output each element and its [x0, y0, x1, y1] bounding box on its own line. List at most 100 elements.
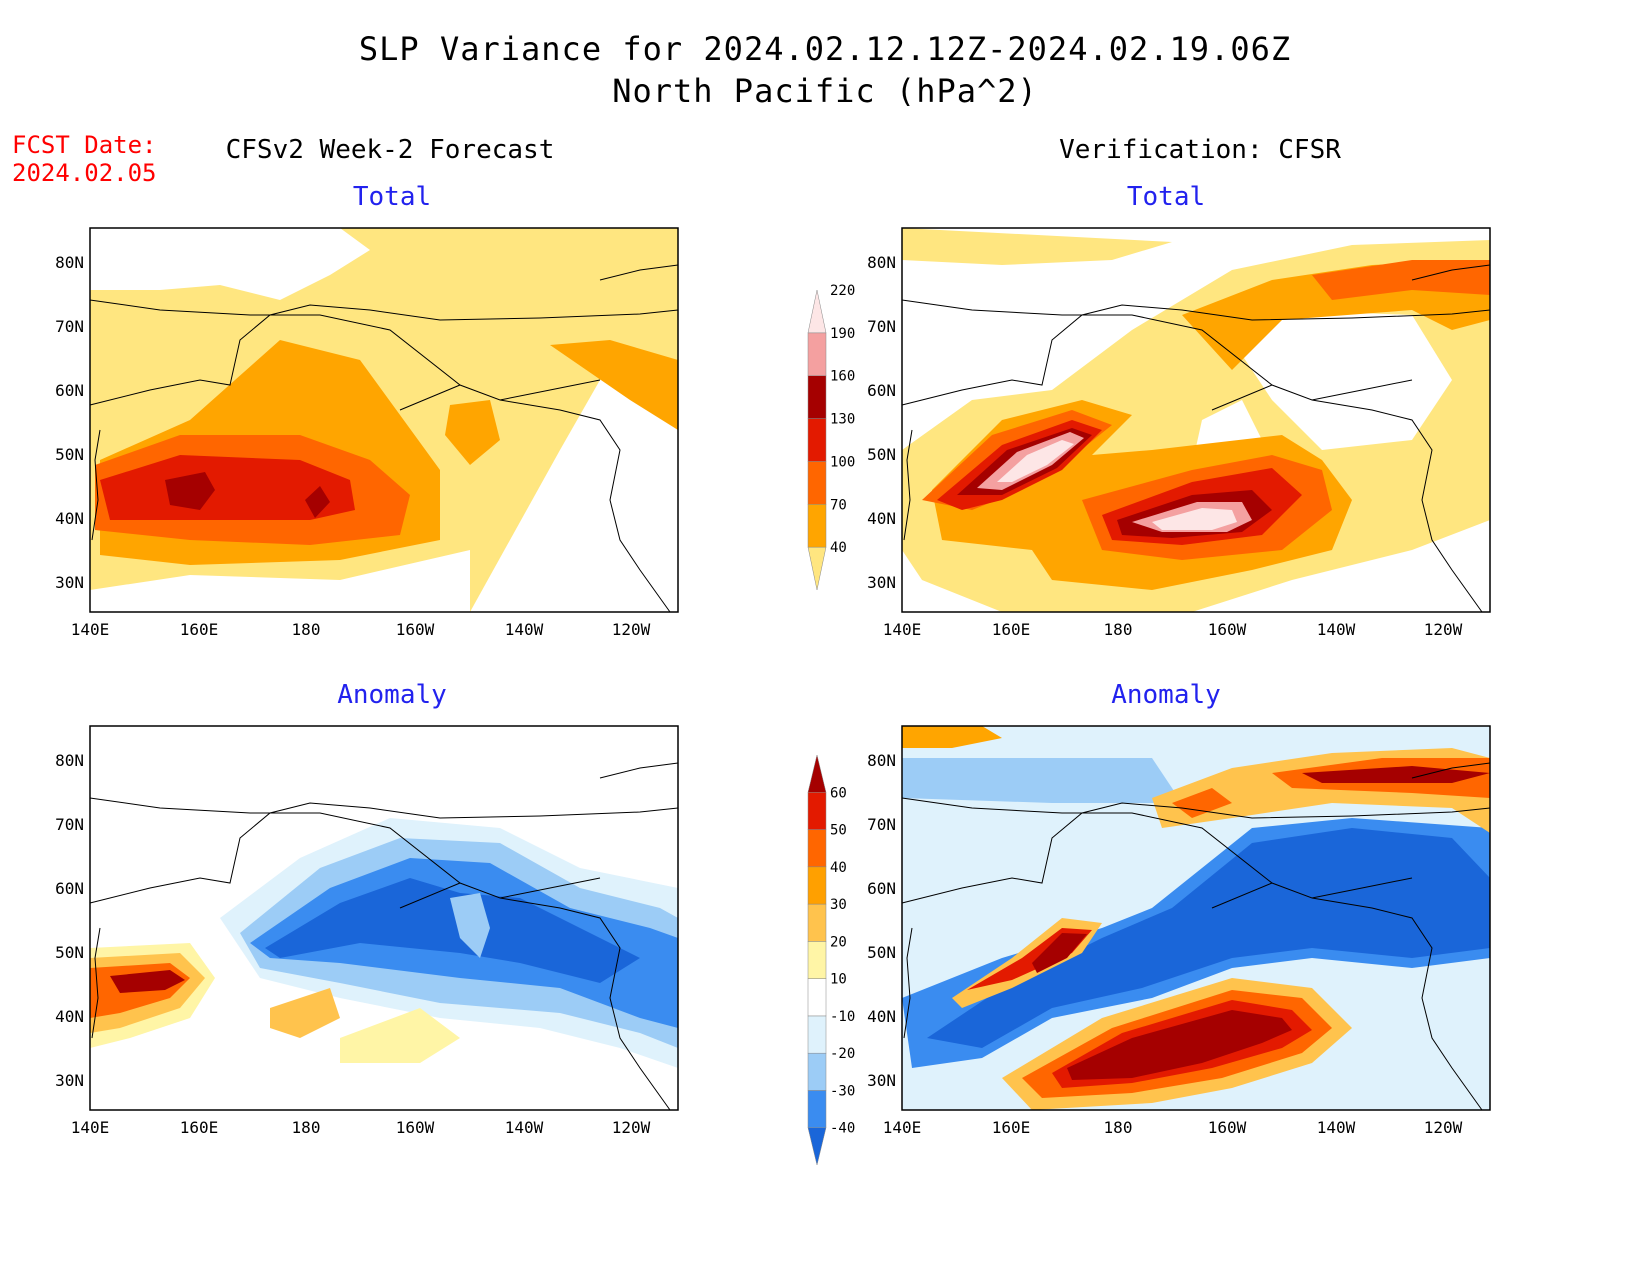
lon-tick-label: 140W: [1316, 620, 1356, 639]
colorbar-level-label: -40: [830, 1121, 855, 1137]
contour-fill-forecast-total: [90, 228, 678, 612]
colorbar-swatch: [807, 461, 827, 505]
lat-tick-label: 70N: [55, 815, 84, 834]
colorbar-swatch: [807, 332, 827, 376]
colorbar-level-label: -10: [830, 1009, 855, 1025]
colorbar-level-label: 60: [830, 785, 847, 801]
lat-tick-label: 50N: [55, 943, 84, 962]
colorbar-level-label: 100: [830, 454, 855, 470]
main-subtitle: North Pacific (hPa^2): [612, 72, 1038, 110]
lon-tick-label: 140W: [504, 620, 544, 639]
map-verification-total: [901, 227, 1491, 613]
lon-tick-label: 160W: [395, 620, 435, 639]
lon-tick-label: 180: [1103, 1118, 1133, 1137]
lat-tick-label: 50N: [867, 943, 896, 962]
lon-tick-label: 140E: [70, 620, 110, 639]
lat-tick-label: 80N: [867, 253, 896, 272]
lat-tick-label: 60N: [55, 879, 84, 898]
colorbar-swatch: [807, 504, 827, 548]
colorbar-total: 40 70 100 130 160 190 220: [807, 283, 855, 591]
lon-tick-label: 140W: [1316, 1118, 1356, 1137]
colorbar-swatch: [807, 1015, 827, 1054]
colorbar-swatch: [807, 289, 827, 334]
lat-tick-label: 40N: [867, 1007, 896, 1026]
lon-tick-label: 120W: [1423, 620, 1463, 639]
panel-title-forecast-total: Total: [352, 182, 432, 212]
colorbar-level-label: 20: [830, 934, 847, 950]
lat-tick-label: 80N: [867, 751, 896, 770]
lat-tick-label: 30N: [55, 573, 84, 592]
lat-tick-label: 50N: [867, 445, 896, 464]
lat-tick-label: 30N: [867, 573, 896, 592]
verification-column-title: Verification: CFSR: [1059, 135, 1341, 165]
colorbar-swatch: [807, 829, 827, 868]
lat-tick-label: 30N: [55, 1071, 84, 1090]
lat-tick-label: 70N: [867, 317, 896, 336]
lon-tick-label: 120W: [611, 620, 651, 639]
lat-tick-label: 70N: [867, 815, 896, 834]
lon-tick-label: 160W: [1207, 1118, 1247, 1137]
colorbar-level-label: 40: [830, 540, 847, 556]
main-title: SLP Variance for 2024.02.12.12Z-2024.02.…: [358, 30, 1292, 68]
lat-tick-label: 50N: [55, 445, 84, 464]
map-forecast-total: [89, 227, 679, 613]
lon-tick-label: 160E: [991, 620, 1031, 639]
map-verification-anomaly: [901, 725, 1491, 1111]
lon-tick-label: 140W: [504, 1118, 544, 1137]
lat-tick-label: 30N: [867, 1071, 896, 1090]
colorbar-swatch: [807, 754, 827, 793]
lon-tick-label: 160W: [1207, 620, 1247, 639]
panel-title-verification-anomaly: Anomaly: [1111, 680, 1221, 710]
colorbar-level-label: -20: [830, 1046, 855, 1062]
colorbar-level-label: 160: [830, 369, 855, 385]
lat-tick-label: 40N: [55, 509, 84, 528]
lat-tick-label: 70N: [55, 317, 84, 336]
map-forecast-anomaly: [89, 725, 679, 1111]
lat-tick-label: 80N: [55, 253, 84, 272]
colorbar-swatch: [807, 903, 827, 942]
colorbar-swatch: [807, 418, 827, 462]
lon-tick-label: 180: [1103, 620, 1133, 639]
lat-tick-label: 60N: [55, 381, 84, 400]
colorbar-swatch: [807, 375, 827, 419]
colorbar-swatch: [807, 978, 827, 1017]
forecast-column-title: CFSv2 Week-2 Forecast: [225, 135, 555, 165]
lon-tick-label: 140E: [882, 1118, 922, 1137]
contour-fill-verification-anomaly: [902, 726, 1490, 1110]
lon-tick-label: 120W: [611, 1118, 651, 1137]
lon-tick-label: 180: [291, 1118, 321, 1137]
coastlines-verification-total: [901, 264, 1491, 613]
coastlines-forecast-anomaly: [89, 762, 679, 1111]
panel-title-verification-total: Total: [1126, 182, 1206, 212]
lon-tick-label: 160E: [179, 620, 219, 639]
colorbar-swatch: [807, 792, 827, 830]
colorbar-anomaly: -40 -30 -20 -10 10 20 30 40 50 60: [807, 754, 855, 1166]
panel-title-forecast-anomaly: Anomaly: [337, 680, 447, 710]
lon-tick-label: 160W: [395, 1118, 435, 1137]
colorbar-level-label: 10: [830, 972, 847, 988]
lon-tick-label: 160E: [179, 1118, 219, 1137]
lon-tick-label: 120W: [1423, 1118, 1463, 1137]
lon-tick-label: 140E: [70, 1118, 110, 1137]
colorbar-level-label: 70: [830, 497, 847, 513]
colorbar-swatch: [807, 941, 827, 979]
colorbar-level-label: 130: [830, 412, 855, 428]
colorbar-swatch: [807, 1052, 827, 1091]
colorbar-level-label: 40: [830, 860, 847, 876]
colorbar-level-label: 50: [830, 823, 847, 839]
colorbar-swatch: [807, 546, 827, 591]
fcst-label: FCST Date:: [12, 131, 157, 159]
lat-tick-label: 60N: [867, 381, 896, 400]
colorbar-level-label: -30: [830, 1083, 855, 1099]
lon-tick-label: 140E: [882, 620, 922, 639]
lat-tick-label: 80N: [55, 751, 84, 770]
lat-tick-label: 40N: [867, 509, 896, 528]
fcst-date: 2024.02.05: [12, 159, 157, 187]
coastlines-verification-anomaly: [901, 762, 1491, 1111]
lat-tick-label: 60N: [867, 879, 896, 898]
lon-tick-label: 180: [291, 620, 321, 639]
colorbar-swatch: [807, 1090, 827, 1128]
contour-fill-forecast-anomaly: [90, 726, 678, 1110]
colorbar-level-label: 220: [830, 283, 855, 299]
colorbar-level-label: 190: [830, 326, 855, 342]
